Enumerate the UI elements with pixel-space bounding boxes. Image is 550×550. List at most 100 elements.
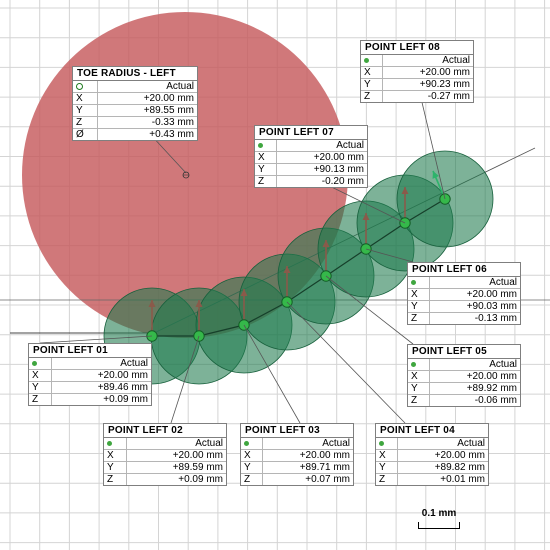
axis-label: Z	[73, 116, 98, 129]
normal-arrow-icon	[148, 300, 156, 336]
axis-value: +20.00 mm	[126, 449, 226, 462]
point-feature-icon	[29, 358, 52, 370]
axis-label: X	[29, 369, 52, 382]
point-feature-icon	[255, 140, 276, 152]
axis-value: +20.00 mm	[275, 151, 367, 164]
callout-header: Actual	[381, 55, 473, 67]
point-feature-icon	[361, 55, 382, 67]
callout-leader	[365, 248, 414, 263]
axis-label: Z	[361, 90, 383, 102]
callout-header: Actual	[428, 277, 520, 289]
axis-label: Y	[241, 461, 263, 474]
axis-value: +90.23 mm	[381, 78, 473, 91]
axis-label: Y	[29, 381, 52, 394]
axis-value: +89.82 mm	[396, 461, 488, 474]
normal-arrow-icon	[283, 266, 291, 302]
normal-arrow-icon	[240, 289, 248, 325]
point-feature-icon	[241, 438, 262, 450]
axis-value: +90.03 mm	[428, 300, 520, 313]
normal-arrow-icon	[322, 240, 330, 276]
axis-value: +20.00 mm	[381, 66, 473, 79]
callout-title: TOE RADIUS - LEFT	[73, 67, 197, 81]
axis-label: X	[241, 449, 263, 462]
callout-leaders	[39, 93, 446, 424]
axis-label: Z	[255, 175, 277, 187]
axis-value: +90.13 mm	[275, 163, 367, 176]
axis-label: X	[361, 66, 383, 79]
point-feature-icon	[408, 359, 429, 371]
axis-label: Z	[408, 312, 430, 324]
scale-bar-label: 0.1 mm	[421, 508, 457, 519]
callout-leader	[39, 335, 153, 344]
toe-radius-center-icon	[182, 171, 190, 179]
axis-value: +89.55 mm	[97, 104, 197, 117]
axis-value: +0.07 mm	[261, 473, 353, 485]
axis-label: X	[73, 92, 98, 105]
scale-bar-line	[418, 522, 460, 529]
axis-label: Y	[408, 382, 430, 395]
callout-leader	[419, 93, 446, 200]
callout-leader	[325, 275, 414, 345]
callout-header: Actual	[51, 358, 151, 370]
axis-label: Y	[408, 300, 430, 313]
axis-value: +89.59 mm	[126, 461, 226, 474]
axis-label: X	[255, 151, 277, 164]
axis-value: -0.33 mm	[97, 116, 197, 129]
measured-profile-line	[152, 198, 446, 337]
axis-label: Z	[104, 473, 127, 485]
axis-label: Z	[408, 394, 430, 406]
callout-leader	[170, 335, 200, 424]
callout-point-left-06[interactable]: POINT LEFT 06 Actual X +20.00 mm Y +90.03 mm Z…	[407, 262, 521, 325]
callout-point-left-05[interactable]: POINT LEFT 05 Actual X +20.00 mm Y +89.92 mm Z…	[407, 344, 521, 407]
axis-value: -0.13 mm	[428, 312, 520, 324]
callout-title: POINT LEFT 05	[408, 345, 520, 359]
axis-label: Z	[376, 473, 398, 485]
callout-leader	[286, 301, 406, 424]
axis-value: +0.01 mm	[396, 473, 488, 485]
callout-point-left-03[interactable]: POINT LEFT 03 Actual X +20.00 mm Y +89.71 mm Z…	[240, 423, 354, 486]
normal-arrow-icon	[195, 300, 203, 336]
axis-label: X	[104, 449, 127, 462]
axis-value: +20.00 mm	[428, 370, 520, 383]
point-feature-icon	[408, 277, 429, 289]
callout-header: Actual	[275, 140, 367, 152]
axis-value: +20.00 mm	[51, 369, 151, 382]
axis-value: +89.92 mm	[428, 382, 520, 395]
axis-value: +0.09 mm	[126, 473, 226, 485]
callout-title: POINT LEFT 07	[255, 126, 367, 140]
callout-header: Actual	[261, 438, 353, 450]
callout-title: POINT LEFT 08	[361, 41, 473, 55]
axis-label: X	[376, 449, 398, 462]
axis-value: +20.00 mm	[396, 449, 488, 462]
toe-radius-callout[interactable]: TOE RADIUS - LEFT Actual X +20.00 mm Y +89…	[72, 66, 198, 141]
callout-point-left-01[interactable]: POINT LEFT 01 Actual X +20.00 mm Y +89.46 mm Z…	[28, 343, 152, 406]
callout-point-left-02[interactable]: POINT LEFT 02 Actual X +20.00 mm Y +89.59 mm Z…	[103, 423, 227, 486]
callout-title: POINT LEFT 01	[29, 344, 151, 358]
callout-header: Actual	[428, 359, 520, 371]
normal-arrow-icon	[401, 187, 409, 223]
axis-label: X	[408, 288, 430, 301]
callout-leader	[243, 324, 301, 424]
axis-value: +20.00 mm	[97, 92, 197, 105]
callout-title: POINT LEFT 02	[104, 424, 226, 438]
point-feature-icon	[104, 438, 127, 450]
axis-value: -0.20 mm	[275, 175, 367, 187]
callout-point-left-04[interactable]: POINT LEFT 04 Actual X +20.00 mm Y +89.82 mm Z…	[375, 423, 489, 486]
circle-feature-icon	[73, 81, 98, 93]
callout-header: Actual	[97, 81, 197, 93]
axis-value: +89.46 mm	[51, 381, 151, 394]
axis-value: +0.43 mm	[97, 128, 197, 140]
callout-header: Actual	[396, 438, 488, 450]
callout-point-left-08[interactable]: POINT LEFT 08 Actual X +20.00 mm Y +90.23 mm Z…	[360, 40, 474, 103]
axis-label: Z	[241, 473, 263, 485]
axis-label: Ø	[73, 128, 98, 140]
callout-header: Actual	[126, 438, 226, 450]
axis-value: +20.00 mm	[428, 288, 520, 301]
normal-arrow-icon	[362, 213, 370, 249]
axis-label: Z	[29, 393, 52, 405]
axis-label: Y	[104, 461, 127, 474]
callout-point-left-07[interactable]: POINT LEFT 07 Actual X +20.00 mm Y +90.13 mm Z…	[254, 125, 368, 188]
axis-value: +89.71 mm	[261, 461, 353, 474]
axis-value: +20.00 mm	[261, 449, 353, 462]
axis-value: +0.09 mm	[51, 393, 151, 405]
